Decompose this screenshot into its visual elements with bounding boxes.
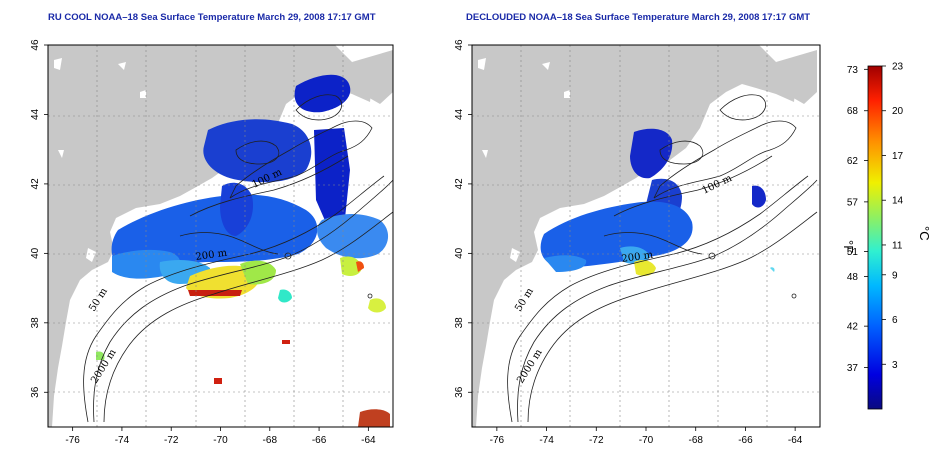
colorbar-celsius-tick-label: 9 <box>892 270 898 281</box>
right-x-tick-label: -70 <box>639 435 654 446</box>
right-y-axis: 36 38 40 42 44 46 <box>454 39 472 398</box>
left-x-tick-label: -64 <box>361 435 376 446</box>
colorbar-fahrenheit-tick-label: 42 <box>847 322 859 333</box>
left-x-axis: -76 -74 -72 -70 -68 -66 -64 <box>65 427 376 446</box>
right-x-tick-label: -72 <box>589 435 604 446</box>
right-x-tick-label: -76 <box>490 435 505 446</box>
left-y-tick-label: 36 <box>30 386 41 398</box>
colorbar-unit-fahrenheit: °F <box>841 240 856 253</box>
colorbar-unit-celsius: °C <box>917 226 932 241</box>
colorbar-celsius-tick-label: 6 <box>892 315 898 326</box>
colorbar-celsius-ticks: 23 20 17 14 11 9 6 3 <box>882 62 904 371</box>
left-map-title: RU COOL NOAA–18 Sea Surface Temperature … <box>48 12 376 23</box>
colorbar-fahrenheit-tick-label: 73 <box>847 65 859 76</box>
colorbar-celsius-tick-label: 3 <box>892 360 898 371</box>
left-x-tick-label: -68 <box>263 435 278 446</box>
left-y-tick-label: 40 <box>30 247 41 259</box>
colorbar-celsius-tick-label: 17 <box>892 151 904 162</box>
left-x-tick-label: -72 <box>164 435 179 446</box>
colorbar-fahrenheit-tick-label: 62 <box>847 156 859 167</box>
left-y-tick-label: 42 <box>30 178 41 190</box>
right-sst-field <box>540 128 775 276</box>
right-x-tick-label: -66 <box>738 435 753 446</box>
left-y-tick-label: 44 <box>30 108 41 120</box>
colorbar-celsius-tick-label: 11 <box>892 240 903 251</box>
right-x-tick-label: -74 <box>539 435 554 446</box>
right-y-tick-label: 46 <box>454 39 465 51</box>
right-y-tick-label: 44 <box>454 108 465 120</box>
colorbar-fahrenheit-tick-label: 48 <box>847 272 859 283</box>
left-grid-lines <box>48 45 393 427</box>
colorbar-fahrenheit-ticks: 73 68 62 57 51 48 42 37 <box>847 65 868 374</box>
left-map-panel: 100 m 200 m 50 m 2000 m -76 -74 -72 -70 -68-… <box>30 39 394 446</box>
left-y-tick-label: 38 <box>30 317 41 329</box>
left-contour-label-200m: 200 m <box>195 248 228 263</box>
right-x-tick-label: -64 <box>788 435 803 446</box>
colorbar-fahrenheit-tick-label: 37 <box>847 363 859 374</box>
colorbar-fahrenheit-tick-label: 51 <box>847 247 859 258</box>
right-y-tick-label: 40 <box>454 247 465 259</box>
colorbar-fahrenheit-tick-label: 57 <box>847 197 859 208</box>
left-y-axis: 36 38 40 42 44 46 <box>30 39 48 398</box>
colorbar-celsius-tick-label: 14 <box>892 196 904 207</box>
left-x-tick-label: -66 <box>312 435 327 446</box>
right-contour-label-200m: 200 m <box>621 250 654 265</box>
right-map-panel: 100 m 200 m 50 m 2000 m -76 -74 -72 -70 -68-… <box>454 39 821 446</box>
right-y-tick-label: 38 <box>454 317 465 329</box>
temperature-colorbar: 73 68 62 57 51 48 42 37 23 20 17 14 11 9 6 3 °F °C <box>841 62 932 410</box>
left-x-tick-label: -76 <box>65 435 80 446</box>
colorbar-gradient <box>867 65 883 410</box>
right-x-axis: -76 -74 -72 -70 -68 -66 -64 <box>490 427 803 446</box>
right-y-tick-label: 36 <box>454 386 465 398</box>
left-x-tick-label: -70 <box>213 435 228 446</box>
colorbar-celsius-tick-label: 20 <box>892 106 904 117</box>
right-y-tick-label: 42 <box>454 178 465 190</box>
left-x-tick-label: -74 <box>115 435 130 446</box>
colorbar-celsius-tick-label: 23 <box>892 62 904 73</box>
right-grid-lines <box>472 45 820 427</box>
left-y-tick-label: 46 <box>30 39 41 51</box>
right-map-title: DECLOUDED NOAA–18 Sea Surface Temperatur… <box>466 12 811 23</box>
colorbar-fahrenheit-tick-label: 68 <box>847 106 859 117</box>
right-x-tick-label: -68 <box>688 435 703 446</box>
